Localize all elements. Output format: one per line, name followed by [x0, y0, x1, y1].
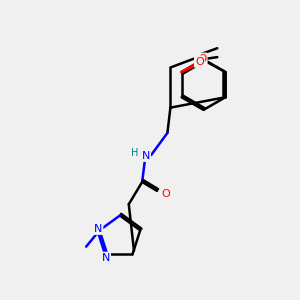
Text: N: N	[142, 151, 150, 161]
Text: O: O	[198, 54, 207, 64]
Text: H: H	[131, 148, 138, 158]
Text: O: O	[161, 189, 170, 199]
Text: N: N	[94, 224, 102, 234]
Text: N: N	[102, 253, 110, 263]
Text: O: O	[195, 57, 204, 67]
